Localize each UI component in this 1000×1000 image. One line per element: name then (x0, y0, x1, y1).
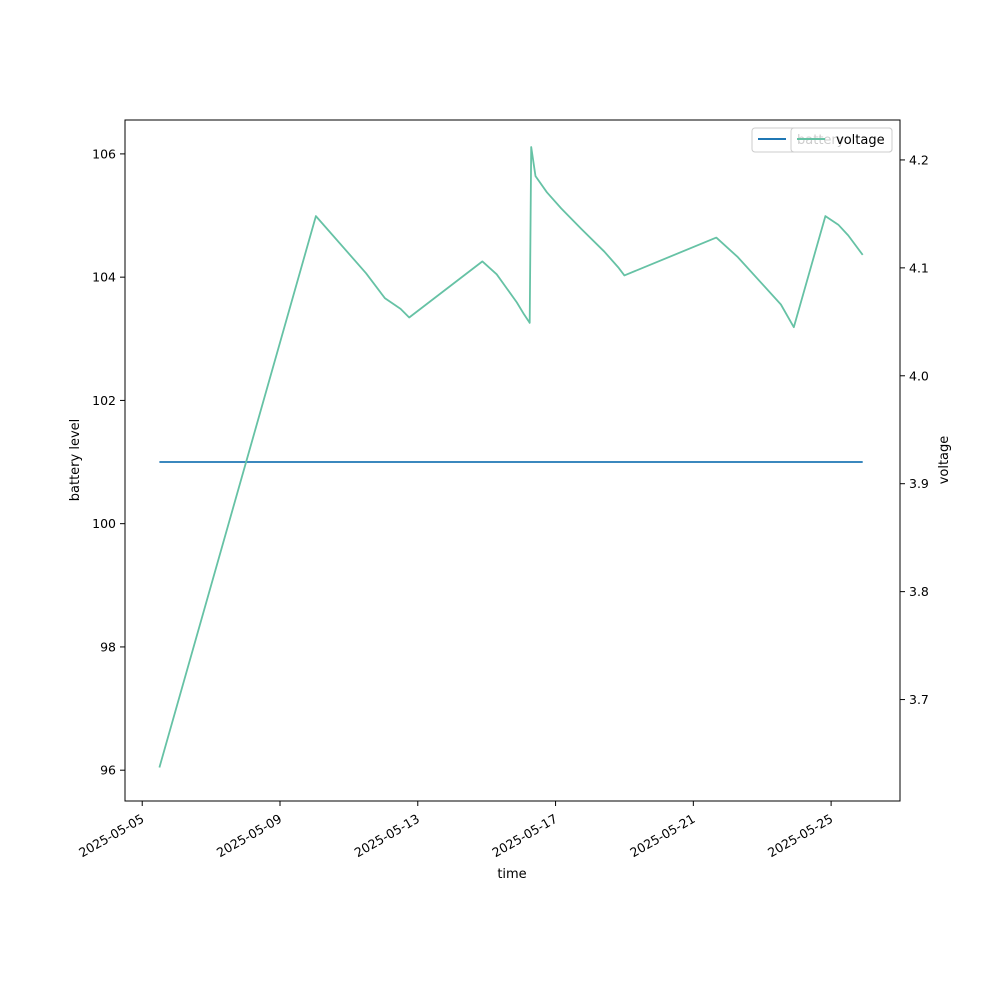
y-axis-right: 3.7 3.8 3.9 4.0 4.1 4.2 (900, 152, 929, 707)
y-axis-left: 96 98 100 102 104 106 (92, 146, 125, 778)
y-left-tick-label: 106 (92, 146, 116, 161)
y-left-tick-label: 100 (92, 516, 116, 531)
plot-frame (124, 119, 901, 802)
y-right-tick-label: 3.9 (909, 476, 929, 491)
y-left-tick-label: 102 (92, 393, 116, 408)
legend-right: voltage (790, 127, 893, 153)
y-right-tick-label: 4.0 (909, 368, 929, 383)
y-axis-right-label: voltage (937, 436, 952, 485)
y-left-tick-label: 104 (92, 270, 116, 285)
y-left-tick-label: 98 (100, 639, 116, 654)
series-line-voltage (158, 146, 864, 768)
legend-label-voltage: voltage (836, 133, 885, 148)
y-right-tick-label: 3.8 (909, 584, 929, 599)
y-left-tick-label: 96 (100, 763, 116, 778)
y-right-tick-label: 4.1 (909, 260, 929, 275)
series-layer (158, 146, 864, 768)
x-axis-label: time (497, 867, 526, 882)
y-right-tick-label: 4.2 (909, 152, 929, 167)
y-right-tick-label: 3.7 (909, 692, 929, 707)
y-axis-left-label: battery level (68, 419, 83, 502)
legend-right-box (790, 127, 893, 153)
